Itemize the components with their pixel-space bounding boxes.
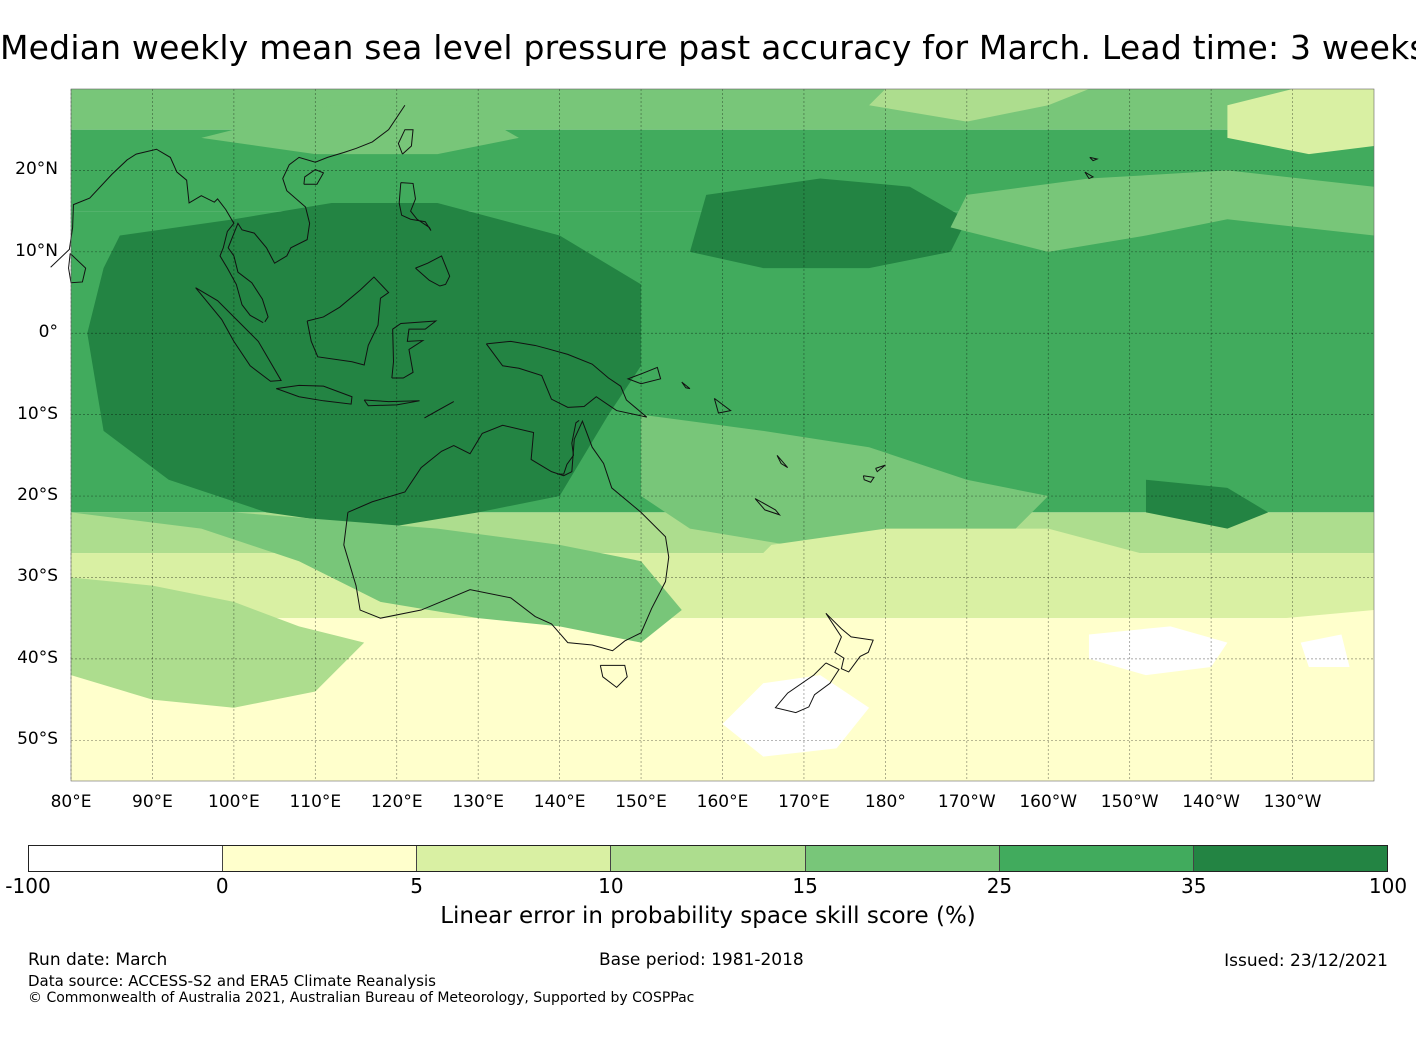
colorbar-segment [223,846,418,871]
skill-region [1145,479,1269,529]
copyright: © Commonwealth of Australia 2021, Austra… [28,990,695,1006]
latitude-label: 10°N [15,240,58,261]
coastline [1089,156,1099,162]
coastline [397,129,414,155]
skill-region [1300,634,1350,668]
coastline [398,182,432,231]
colorbar-segment [805,846,1000,871]
coastline [343,419,670,652]
latitude-label: 10°S [17,403,58,424]
coastline [681,381,691,390]
coastlines [50,105,1099,714]
coastline [227,105,406,323]
issued-date: Issued: 23/12/2021 [1224,951,1388,971]
base-period: Base period: 1981-2018 [599,950,804,970]
coastline [862,475,875,483]
colorbar-segment [29,846,224,871]
longitude-label: 170°E [778,792,830,812]
longitude-label: 140°W [1182,792,1240,812]
coastline [415,255,451,287]
colorbar-tick-label: 35 [1180,874,1207,898]
skill-region [722,675,870,757]
coastline [276,384,353,405]
coastline [825,612,874,673]
skill-region [71,577,365,708]
coastline [306,276,390,366]
coastline [776,455,789,468]
coastline [774,662,840,714]
coastline [754,498,782,516]
colorbar-tick-label: 25 [986,874,1013,898]
skill-region [201,105,519,155]
run-date: Run date: March [28,950,168,970]
colorbar-tick-label: 5 [410,874,423,898]
longitude-label: 150°E [615,792,667,812]
coastline [424,401,454,419]
skill-region [641,414,1049,545]
colorbar-tick-label: 0 [215,874,229,898]
coastline [875,464,886,473]
data-source: Data source: ACCESS-S2 and ERA5 Climate … [28,972,436,990]
colorbar [28,845,1388,872]
coastline [599,664,628,689]
latitude-label: 30°S [17,566,58,587]
coastline [391,320,438,379]
longitude-label: 90°E [132,792,173,812]
skill-region [689,178,967,269]
skill-region [71,512,682,643]
longitude-label: 130°E [452,792,505,812]
map-frame [70,88,1375,782]
longitude-label: 170°W [937,792,996,812]
longitude-label: 160°E [696,792,749,812]
skill-region [869,89,1089,122]
colorbar-label: Linear error in probability space skill … [440,903,976,929]
colorbar-tick-label: 10 [598,874,624,898]
coastline [485,340,648,418]
skill-region [950,170,1374,252]
coastline [195,287,282,382]
skill-region [722,528,1171,611]
coastline [50,148,264,324]
latitude-label: 40°S [17,647,58,668]
coastline [626,366,662,385]
coastline [1084,171,1095,180]
colorbar-segment [1193,846,1387,871]
coastline [557,419,580,475]
colorbar-tick-label: -100 [5,874,51,898]
longitude-label: 80°E [50,792,92,812]
coastline [303,169,325,185]
chart-title: Median weekly mean sea level pressure pa… [0,28,1416,67]
longitude-label: 100°E [208,792,260,812]
colorbar-tick-label: 100 [1368,874,1408,898]
longitude-label: 150°W [1100,792,1159,812]
latitude-label: 50°S [17,729,58,750]
longitude-label: 180° [864,792,906,812]
colorbar-segment [417,846,612,871]
latitude-label: 20°S [17,485,58,506]
colorbar-tick-label: 15 [792,874,818,898]
latitude-label: 0° [38,322,58,343]
longitude-label: 130°W [1263,792,1322,812]
colorbar-segment [999,846,1194,871]
longitude-label: 160°W [1019,792,1078,812]
latitude-label: 20°N [15,159,58,180]
skill-score-regions [71,89,1374,781]
skill-region [87,202,642,529]
coastline [363,399,420,407]
skill-region [1088,626,1228,676]
longitude-label: 120°E [370,792,423,812]
coastline [68,253,87,284]
coastline [713,397,732,414]
skill-region [1227,89,1374,155]
longitude-label: 110°E [289,792,342,812]
longitude-label: 140°E [533,792,586,812]
colorbar-segment [611,846,806,871]
